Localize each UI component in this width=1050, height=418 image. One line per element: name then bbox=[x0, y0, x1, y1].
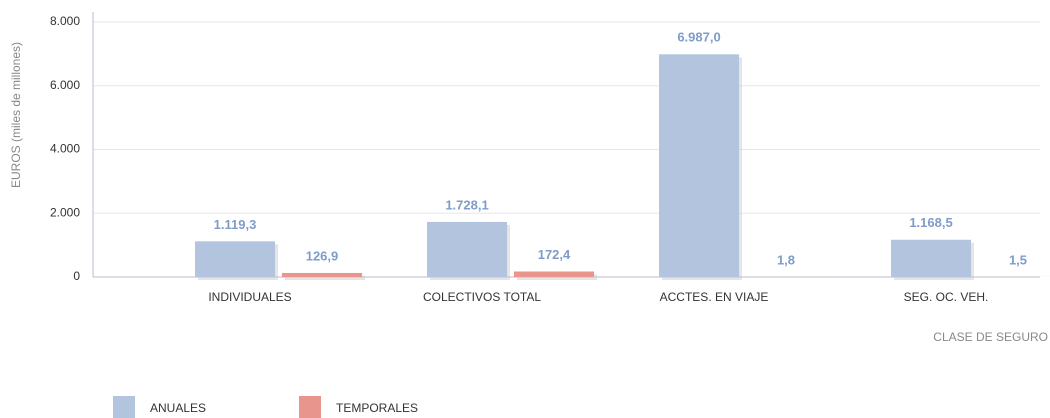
value-label: 6.987,0 bbox=[677, 30, 720, 45]
y-tick-label: 2.000 bbox=[50, 205, 80, 219]
value-label: 1,8 bbox=[777, 252, 795, 267]
bar-shadow bbox=[285, 275, 365, 280]
bar bbox=[427, 221, 507, 277]
bar bbox=[514, 271, 594, 277]
value-label: 1.119,3 bbox=[214, 217, 257, 232]
value-label: 1.728,1 bbox=[445, 197, 488, 212]
x-tick-label: INDIVIDUALES bbox=[208, 290, 291, 304]
value-label: 1,5 bbox=[1009, 252, 1027, 267]
bar bbox=[195, 241, 275, 277]
value-label: 1.168,5 bbox=[909, 215, 952, 230]
legend-label: TEMPORALES bbox=[336, 401, 418, 415]
x-tick-label: ACCTES. EN VIAJE bbox=[660, 290, 769, 304]
y-tick-label: 0 bbox=[73, 269, 80, 283]
legend-label: ANUALES bbox=[150, 401, 206, 415]
legend-swatch bbox=[113, 396, 135, 418]
y-tick-label: 6.000 bbox=[50, 78, 80, 92]
legend-swatch bbox=[299, 396, 321, 418]
bar bbox=[891, 239, 971, 277]
x-tick-label: COLECTIVOS TOTAL bbox=[423, 290, 541, 304]
bar bbox=[659, 54, 739, 278]
bar bbox=[282, 272, 362, 277]
x-tick-label: SEG. OC. VEH. bbox=[904, 290, 989, 304]
value-label: 126,9 bbox=[306, 248, 339, 263]
y-axis-title: EUROS (miles de millones) bbox=[9, 42, 23, 188]
x-axis-title: CLASE DE SEGURO bbox=[933, 330, 1048, 344]
y-tick-label: 4.000 bbox=[50, 142, 80, 156]
bar-shadow bbox=[517, 274, 597, 280]
value-label: 172,4 bbox=[538, 247, 571, 262]
y-tick-label: 8.000 bbox=[50, 14, 80, 28]
